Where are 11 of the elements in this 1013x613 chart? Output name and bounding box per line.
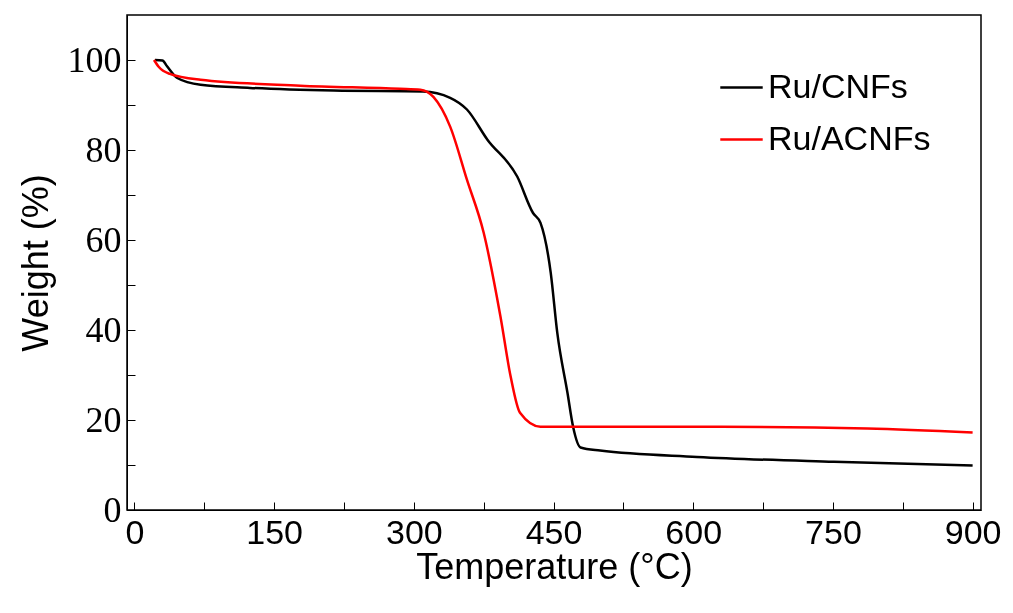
x-tick-label: 750 <box>805 512 862 551</box>
x-tick-label: 900 <box>944 512 1002 551</box>
y-tick-label: 40 <box>85 309 122 350</box>
y-axis-title: Weight (%) <box>14 174 56 352</box>
x-tick-label: 150 <box>246 512 304 551</box>
y-tick-label: 80 <box>85 129 122 170</box>
legend-label: Ru/ACNFs <box>768 118 931 157</box>
y-tick-label: 60 <box>85 219 122 260</box>
y-tick-label: 20 <box>85 399 122 440</box>
y-tick-label: 100 <box>67 39 122 80</box>
legend-label: Ru/CNFs <box>768 66 908 105</box>
